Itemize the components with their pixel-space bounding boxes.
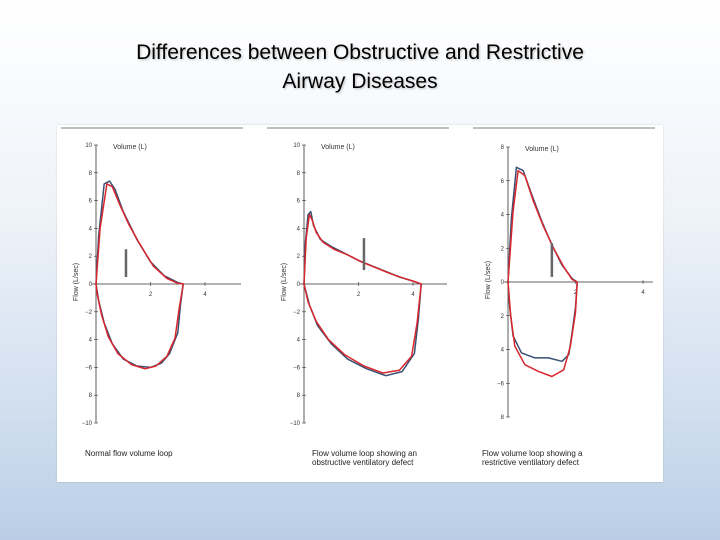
series-line-blue [303, 210, 422, 377]
y-tick-label: 8 [501, 145, 505, 151]
y-tick-label: 8 [501, 415, 505, 421]
y-tick-label: 6 [297, 199, 301, 205]
y-axis-label: Flow (L/sec) [281, 263, 288, 301]
chart-caption-line: Flow volume loop showing an [312, 449, 417, 458]
chart-panel-1: 10 8 6 4 2 0 −2 4 −6 8 −10 2 4 Volume (L) Flow (L/sec)… [61, 127, 243, 458]
x-tick-label: 4 [641, 290, 645, 296]
y-tick-label: 2 [89, 254, 93, 260]
chart-caption-line: obstructive ventilatory defect [312, 458, 414, 467]
series-line-blue [507, 166, 578, 363]
y-tick-label: 8 [89, 393, 93, 399]
y-tick-label: −2 [293, 310, 301, 316]
y-tick-label: 6 [89, 199, 93, 205]
slide-title-line-2: Airway Diseases [282, 70, 438, 93]
chart-caption-line: restrictive ventilatory defect [482, 458, 580, 467]
chart-caption-line: Normal flow volume loop [85, 449, 173, 458]
y-tick-label: 6 [501, 179, 505, 185]
y-tick-label: 0 [89, 282, 93, 288]
series-line-red [303, 213, 422, 374]
y-tick-label: −6 [497, 381, 505, 387]
slide-title-line-1: Differences between Obstructive and Rest… [136, 41, 584, 64]
x-axis-label: Volume (L) [321, 144, 355, 151]
x-tick-label: 4 [411, 292, 415, 298]
y-tick-label: 2 [297, 254, 301, 260]
y-tick-label: −10 [290, 421, 301, 427]
y-tick-label: 4 [297, 338, 301, 344]
chart-caption-line: Flow volume loop showing a [482, 449, 583, 458]
y-tick-label: −6 [85, 365, 93, 371]
y-tick-label: 8 [297, 171, 301, 177]
y-tick-label: 10 [293, 143, 300, 149]
x-tick-label: 2 [357, 292, 361, 298]
y-tick-label: −10 [82, 421, 93, 427]
y-tick-label: 4 [501, 348, 505, 354]
series-line-red [507, 169, 578, 378]
x-tick-label: 2 [149, 292, 153, 298]
y-tick-label: 8 [297, 393, 301, 399]
slide-title: Differences between Obstructive and Rest… [0, 38, 720, 96]
x-axis-label: Volume (L) [525, 146, 559, 153]
y-tick-label: 10 [85, 143, 92, 149]
y-tick-label: 8 [89, 171, 93, 177]
x-axis-label: Volume (L) [113, 144, 147, 151]
chart-panel-2: 10 8 6 4 2 0 −2 4 −6 8 −10 2 4 Volume (L) Flow (L/sec)… [267, 127, 449, 467]
y-tick-label: 4 [89, 338, 93, 344]
flow-volume-figure: 10 8 6 4 2 0 −2 4 −6 8 −10 2 4 Volume (L) Flow (L/sec)… [57, 125, 663, 482]
y-tick-label: 0 [501, 280, 505, 286]
y-tick-label: 4 [89, 226, 93, 232]
y-axis-label: Flow (L/sec) [73, 263, 80, 301]
y-tick-label: 0 [297, 282, 301, 288]
y-axis-label: Flow (L/sec) [485, 261, 492, 299]
y-tick-label: 2 [501, 246, 505, 252]
y-tick-label: 4 [501, 213, 505, 219]
flow-volume-charts-svg: 10 8 6 4 2 0 −2 4 −6 8 −10 2 4 Volume (L) Flow (L/sec)… [61, 127, 655, 467]
series-line-red [95, 183, 184, 370]
y-tick-label: 4 [297, 226, 301, 232]
y-tick-label: 2 [501, 314, 505, 320]
y-tick-label: −6 [293, 365, 301, 371]
y-tick-label: −2 [85, 310, 93, 316]
x-tick-label: 4 [203, 292, 207, 298]
